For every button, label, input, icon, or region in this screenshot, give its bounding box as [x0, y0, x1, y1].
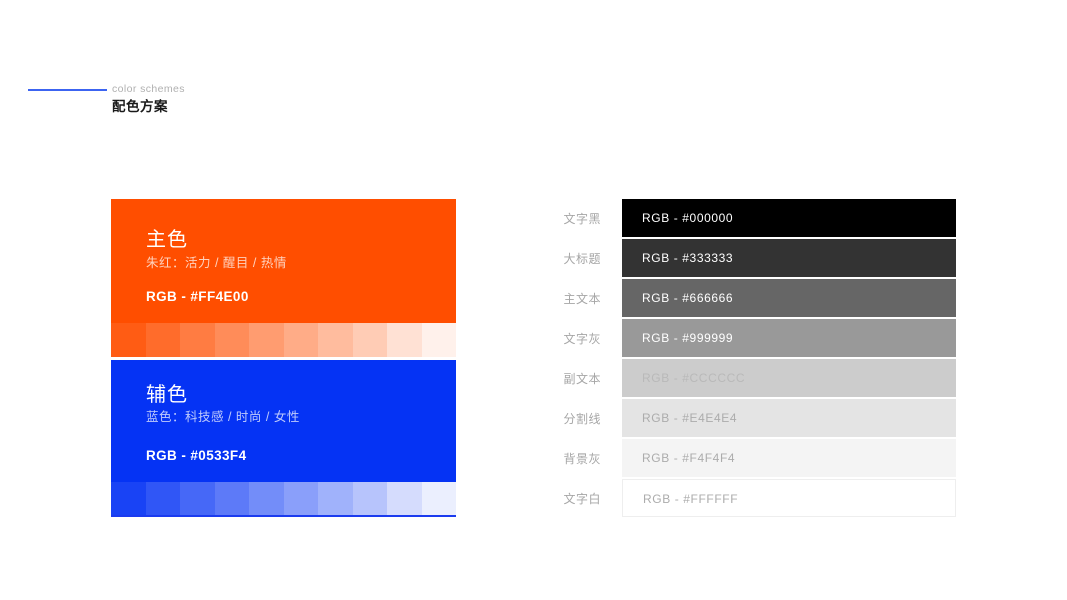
grayscale-row: 文字白 RGB - #FFFFFF	[547, 479, 956, 517]
tint-swatch	[145, 482, 180, 515]
row-label: 大标题	[563, 251, 601, 266]
grayscale-row: 文字灰 RGB - #999999	[547, 319, 956, 357]
row-label: 主文本	[563, 291, 601, 306]
tint-swatch	[318, 323, 353, 357]
tint-swatch	[318, 482, 353, 515]
tint-swatch	[145, 323, 180, 357]
color-bar: RGB - #333333	[622, 239, 956, 277]
eyebrow-label: color schemes	[112, 83, 185, 95]
row-label: 文字白	[563, 491, 601, 506]
secondary-color-card: 辅色 蓝色：科技感 / 时尚 / 女性 RGB - #0533F4	[111, 360, 456, 482]
tint-swatch	[111, 323, 146, 357]
grayscale-row: 文字黑 RGB - #000000	[547, 199, 956, 237]
tint-swatch	[387, 482, 422, 515]
row-label: 背景灰	[563, 451, 601, 466]
page-title: 配色方案	[112, 99, 168, 114]
grayscale-row: 副文本 RGB - #CCCCCC	[547, 359, 956, 397]
grayscale-row: 主文本 RGB - #666666	[547, 279, 956, 317]
color-bar: RGB - #CCCCCC	[622, 359, 956, 397]
row-label: 文字灰	[563, 331, 601, 346]
tint-swatch	[111, 482, 146, 515]
grayscale-list: 文字黑 RGB - #000000 大标题 RGB - #333333 主文本 …	[547, 199, 956, 519]
tint-swatch	[283, 323, 318, 357]
primary-card-title: 主色	[146, 229, 188, 251]
tint-swatch	[421, 482, 456, 515]
row-label: 文字黑	[563, 211, 601, 226]
secondary-card-subtitle: 蓝色：科技感 / 时尚 / 女性	[146, 410, 300, 424]
row-label: 副文本	[563, 371, 601, 386]
tint-swatch	[214, 323, 249, 357]
color-bar: RGB - #E4E4E4	[622, 399, 956, 437]
primary-card-subtitle: 朱红：活力 / 醒目 / 热情	[146, 256, 287, 270]
secondary-card-title: 辅色	[146, 384, 188, 406]
color-bar: RGB - #666666	[622, 279, 956, 317]
color-cards-column: 主色 朱红：活力 / 醒目 / 热情 RGB - #FF4E00 辅色 蓝色：科…	[111, 199, 456, 517]
grayscale-row: 分割线 RGB - #E4E4E4	[547, 399, 956, 437]
primary-tint-strip	[111, 323, 456, 357]
tint-swatch	[352, 323, 387, 357]
tint-swatch	[421, 323, 456, 357]
tint-swatch	[283, 482, 318, 515]
primary-color-card: 主色 朱红：活力 / 醒目 / 热情 RGB - #FF4E00	[111, 199, 456, 323]
grayscale-row: 背景灰 RGB - #F4F4F4	[547, 439, 956, 477]
color-bar: RGB - #000000	[622, 199, 956, 237]
row-label: 分割线	[563, 411, 601, 426]
tint-swatch	[180, 482, 215, 515]
secondary-card-rgb-value: RGB - #0533F4	[146, 448, 247, 463]
tint-swatch	[387, 323, 422, 357]
tint-swatch	[249, 323, 284, 357]
secondary-tint-strip	[111, 482, 456, 515]
color-bar: RGB - #999999	[622, 319, 956, 357]
color-bar: RGB - #F4F4F4	[622, 439, 956, 477]
tint-swatch	[352, 482, 387, 515]
secondary-card-underline	[111, 515, 456, 517]
grayscale-row: 大标题 RGB - #333333	[547, 239, 956, 277]
tint-swatch	[214, 482, 249, 515]
color-bar: RGB - #FFFFFF	[622, 479, 956, 517]
accent-line	[28, 89, 107, 91]
primary-card-rgb-value: RGB - #FF4E00	[146, 289, 249, 304]
tint-swatch	[249, 482, 284, 515]
tint-swatch	[180, 323, 215, 357]
